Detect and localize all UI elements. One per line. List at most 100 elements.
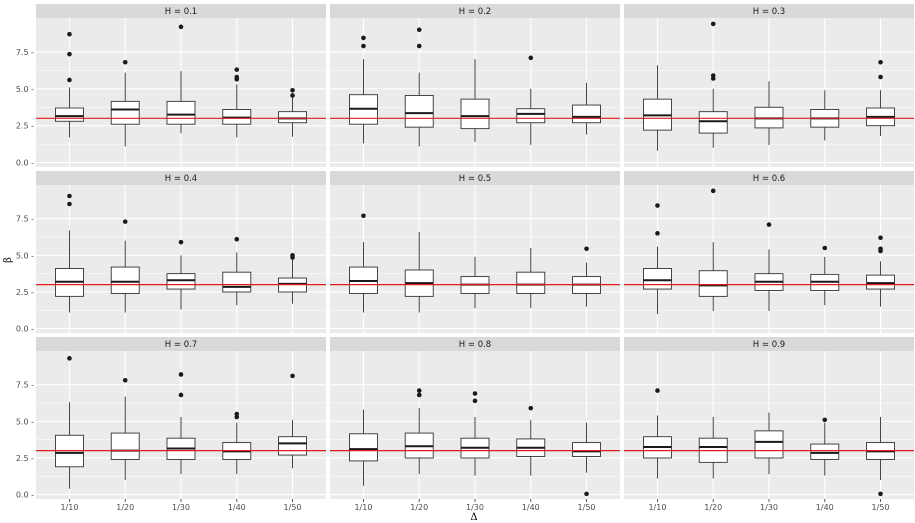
- outlier-point: [122, 59, 128, 65]
- outlier-point: [878, 235, 883, 241]
- panel-title: H = 0.4: [165, 174, 197, 184]
- outlier-point: [122, 219, 128, 224]
- outlier-point: [878, 74, 883, 80]
- panel-1: H = 0.1: [36, 4, 326, 167]
- outlier-point: [710, 73, 716, 78]
- box-1-20: [698, 188, 728, 312]
- outlier-point: [878, 59, 883, 65]
- outlier-point: [528, 55, 534, 61]
- x-tick-label: 1/50: [284, 503, 302, 512]
- panel-strip: [330, 337, 620, 351]
- box-1-20: [698, 21, 728, 148]
- panel-6: H = 0.6: [624, 171, 914, 333]
- panel-title: H = 0.7: [165, 340, 197, 350]
- outlier-point: [528, 405, 534, 411]
- box-1-40: [810, 417, 840, 476]
- box-1-20: [404, 388, 434, 475]
- outlier-point: [290, 253, 295, 258]
- x-tick-label: 1/10: [354, 503, 372, 512]
- y-tick-label: 2.5 -: [16, 288, 34, 297]
- outlier-point: [822, 417, 828, 423]
- outlier-point: [67, 31, 72, 37]
- outlier-point: [234, 411, 240, 417]
- y-axis-label: β: [3, 257, 14, 263]
- box-iqr: [110, 266, 140, 294]
- outlier-point: [878, 246, 883, 252]
- outlier-point: [416, 392, 422, 398]
- x-tick-label: 1/50: [872, 503, 890, 512]
- panel-title: H = 0.3: [753, 7, 785, 17]
- y-tick-label: 7.5 -: [16, 48, 34, 57]
- box-iqr: [278, 436, 307, 456]
- panel-title: H = 0.1: [165, 7, 197, 17]
- y-tick-label: 5.0 -: [16, 251, 34, 260]
- box-iqr: [404, 95, 434, 128]
- box-1-50: [866, 59, 895, 137]
- x-tick-label: 1/30: [466, 503, 484, 512]
- box-iqr: [110, 100, 140, 125]
- panel-strip: [36, 4, 326, 18]
- box-iqr: [572, 104, 601, 124]
- y-tick-label: 2.5 -: [16, 454, 34, 463]
- box-iqr: [278, 111, 307, 124]
- outlier-point: [361, 35, 366, 41]
- box-1-40: [222, 67, 252, 138]
- axes-layer: 0.0 - 2.5 - 5.0 - 7.5 - 0.0 - 2.5 - 5.0 - 7.5 -…: [16, 48, 890, 512]
- x-tick-label: 1/20: [704, 503, 722, 512]
- y-tick-label: 0.0 -: [16, 325, 34, 334]
- box-1-40: [222, 236, 252, 306]
- box-1-10: [349, 409, 378, 486]
- panel-title: H = 0.9: [753, 340, 785, 350]
- box-iqr: [866, 274, 895, 290]
- panel-strip: [36, 337, 326, 351]
- y-tick-label: 7.5 -: [16, 215, 34, 224]
- y-tick-label: 5.0 -: [16, 85, 34, 94]
- outlier-point: [710, 21, 716, 27]
- outlier-point: [416, 388, 422, 393]
- panel-7: H = 0.7: [36, 337, 326, 499]
- outlier-point: [290, 87, 295, 93]
- box-iqr: [349, 433, 378, 462]
- x-tick-label: 1/30: [760, 503, 778, 512]
- x-tick-label: 1/40: [816, 503, 834, 512]
- box-1-50: [572, 422, 601, 497]
- x-tick-label: 1/20: [410, 503, 428, 512]
- y-tick-label: 2.5 -: [16, 122, 34, 131]
- box-1-30: [754, 412, 784, 475]
- y-tick-label: 7.5 -: [16, 381, 34, 390]
- panel-title: H = 0.6: [753, 174, 785, 184]
- box-iqr: [166, 273, 196, 290]
- box-iqr: [516, 271, 546, 294]
- outlier-point: [67, 193, 72, 199]
- box-iqr: [810, 443, 840, 460]
- panel-9: H = 0.9: [624, 337, 914, 499]
- box-iqr: [166, 100, 196, 125]
- outlier-point: [584, 491, 589, 497]
- x-tick-label: 1/40: [228, 503, 246, 512]
- box-1-20: [404, 27, 434, 147]
- box-1-10: [643, 388, 672, 479]
- outlier-point: [655, 203, 660, 208]
- box-iqr: [460, 98, 490, 130]
- box-iqr: [698, 111, 728, 134]
- outlier-point: [178, 392, 184, 398]
- outlier-point: [67, 51, 72, 57]
- panel-2: H = 0.2: [330, 4, 620, 167]
- box-1-30: [754, 222, 784, 312]
- x-tick-label: 1/50: [578, 503, 596, 512]
- x-tick-label: 1/20: [116, 503, 134, 512]
- box-1-30: [460, 59, 490, 142]
- outlier-point: [178, 372, 184, 377]
- box-1-30: [460, 391, 490, 476]
- outlier-point: [234, 236, 240, 242]
- panel-5: H = 0.5: [330, 171, 620, 333]
- x-tick-label: 1/40: [522, 503, 540, 512]
- box-1-10: [349, 213, 378, 313]
- panel-strip: [36, 171, 326, 185]
- box-1-50: [866, 235, 895, 307]
- box-iqr: [643, 268, 672, 290]
- outlier-point: [584, 246, 589, 252]
- outlier-point: [655, 388, 660, 393]
- panel-4: H = 0.4: [36, 171, 326, 333]
